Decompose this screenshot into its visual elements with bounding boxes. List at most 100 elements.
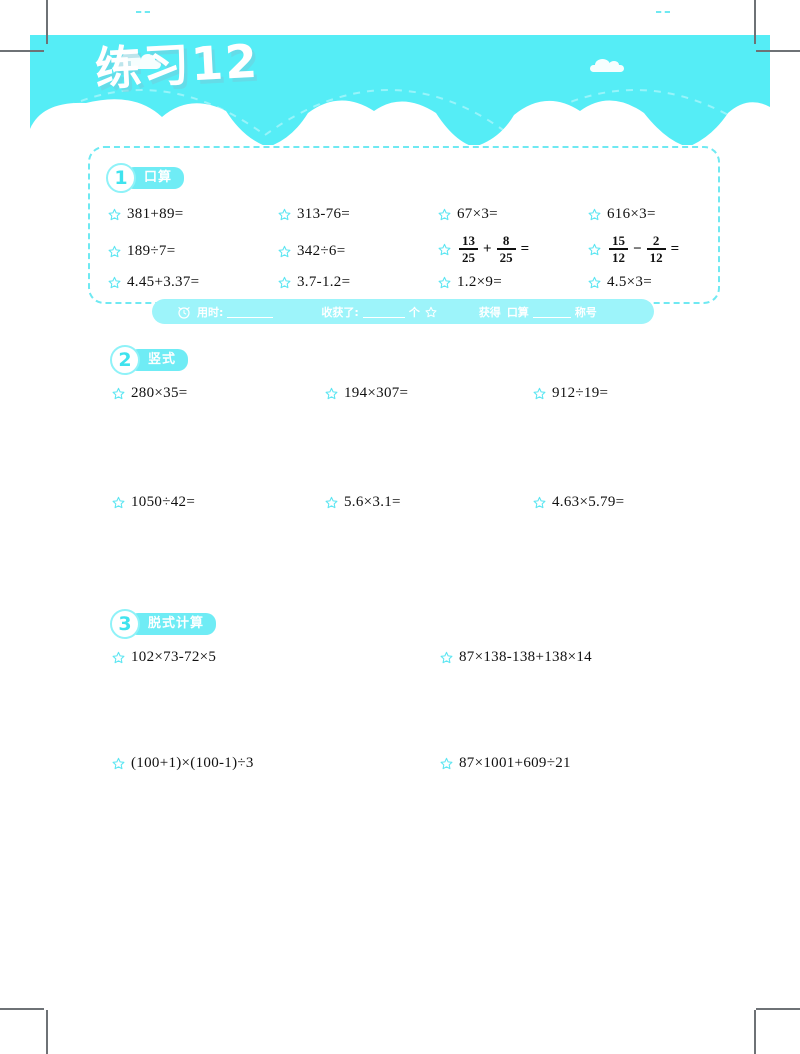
status-award-prefix: 获得 bbox=[478, 305, 501, 319]
status-award-blank[interactable] bbox=[532, 306, 571, 318]
problem-item[interactable]: 87×1001+609÷21 bbox=[440, 755, 571, 772]
problem-item[interactable]: 280×35= bbox=[112, 385, 188, 402]
problem-item[interactable]: 189÷7= bbox=[108, 243, 176, 260]
problem-text: 280×35= bbox=[131, 385, 188, 401]
fraction-bar bbox=[609, 248, 628, 250]
fraction-numerator: 15 bbox=[612, 233, 625, 248]
problem-item[interactable]: 4.5×3= bbox=[588, 274, 652, 291]
page-title: 练习12 bbox=[94, 34, 261, 97]
section-number-3: 3 bbox=[110, 609, 140, 639]
section-label-3: 脱式计算 bbox=[128, 613, 217, 635]
star-icon bbox=[588, 208, 601, 221]
status-gain-unit: 个 bbox=[408, 305, 420, 319]
star-icon bbox=[112, 651, 125, 664]
problem-text: 616×3= bbox=[607, 206, 656, 222]
star-icon bbox=[108, 245, 121, 258]
fraction: 13 25 bbox=[459, 234, 478, 265]
section-label-2: 竖式 bbox=[128, 349, 189, 371]
status-gain-blank[interactable] bbox=[362, 306, 405, 318]
problem-text: 4.45+3.37= bbox=[127, 274, 200, 290]
problem-text: (100+1)×(100-1)÷3 bbox=[131, 755, 254, 771]
status-gain-label: 收获了: bbox=[321, 305, 359, 319]
problem-text: 102×73-72×5 bbox=[131, 649, 217, 665]
fraction: 15 12 bbox=[609, 234, 628, 265]
star-icon bbox=[438, 243, 451, 255]
star-icon bbox=[108, 276, 121, 289]
cloud-scallop-edge bbox=[30, 99, 770, 145]
problem-text: 4.63×5.79= bbox=[552, 494, 625, 510]
operator: − bbox=[633, 240, 642, 257]
star-icon bbox=[438, 276, 451, 289]
star-icon bbox=[425, 306, 437, 317]
crop-mark-bottom-right-horizontal bbox=[756, 1008, 800, 1010]
star-icon bbox=[588, 243, 601, 255]
star-icon bbox=[325, 496, 338, 509]
star-icon bbox=[440, 651, 453, 664]
fraction-numerator: 13 bbox=[462, 233, 475, 248]
problem-item[interactable]: 912÷19= bbox=[533, 385, 608, 402]
star-icon bbox=[112, 387, 125, 400]
section-badge-3: 3 脱式计算 bbox=[110, 609, 217, 639]
crop-mark-top-right-horizontal bbox=[756, 50, 800, 52]
problem-item[interactable]: 102×73-72×5 bbox=[112, 649, 216, 666]
problem-item[interactable]: 4.63×5.79= bbox=[533, 494, 624, 511]
header-banner bbox=[30, 35, 770, 145]
problem-text: 912÷19= bbox=[552, 385, 609, 401]
equals-sign: = bbox=[670, 240, 680, 257]
problem-text: 1050÷42= bbox=[131, 494, 196, 510]
crop-mark-top-right-vertical bbox=[754, 0, 756, 44]
problem-item[interactable]: 67×3= bbox=[438, 206, 498, 223]
fraction-denominator: 25 bbox=[499, 249, 513, 265]
star-icon bbox=[278, 276, 291, 289]
problem-text: 67×3= bbox=[457, 206, 498, 222]
cloud-icon bbox=[590, 59, 624, 72]
fraction-numerator: 2 bbox=[652, 233, 660, 248]
section-badge-2: 2 竖式 bbox=[110, 345, 189, 375]
problem-item[interactable]: 4.45+3.37= bbox=[108, 274, 199, 291]
fraction: 2 12 bbox=[646, 233, 666, 265]
fraction-denominator: 12 bbox=[649, 249, 663, 265]
problem-item[interactable]: 5.6×3.1= bbox=[325, 494, 401, 511]
fraction-bar bbox=[459, 248, 478, 250]
problem-text: 87×1001+609÷21 bbox=[459, 755, 571, 771]
star-icon bbox=[278, 208, 291, 221]
crop-mark-bottom-left-vertical bbox=[46, 1010, 48, 1054]
problem-item[interactable]: 1050÷42= bbox=[112, 494, 195, 511]
problem-item-fraction[interactable]: 13 25 + 8 25 = bbox=[438, 234, 532, 265]
star-icon bbox=[112, 757, 125, 770]
statusbar-right-dash bbox=[656, 11, 670, 13]
star-icon bbox=[440, 757, 453, 770]
problem-text: 313-76= bbox=[297, 206, 351, 222]
fraction-bar bbox=[496, 248, 516, 250]
operator: + bbox=[483, 240, 492, 257]
star-icon bbox=[533, 387, 546, 400]
crop-mark-bottom-right-vertical bbox=[754, 1010, 756, 1054]
equals-sign: = bbox=[520, 240, 530, 257]
problem-text: 87×138-138+138×14 bbox=[459, 649, 592, 665]
problem-item[interactable]: 3.7-1.2= bbox=[278, 274, 350, 291]
problem-item[interactable]: (100+1)×(100-1)÷3 bbox=[112, 755, 254, 772]
fraction: 8 25 bbox=[496, 234, 516, 265]
problem-text: 381+89= bbox=[127, 206, 184, 222]
cloud-icon bbox=[115, 52, 161, 69]
problem-item[interactable]: 87×138-138+138×14 bbox=[440, 649, 592, 666]
status-time-blank[interactable] bbox=[227, 306, 274, 318]
section-label-1: 口算 bbox=[124, 167, 185, 189]
problem-item[interactable]: 342÷6= bbox=[278, 243, 346, 260]
problem-item[interactable]: 616×3= bbox=[588, 206, 656, 223]
star-icon bbox=[325, 387, 338, 400]
problem-text: 5.6×3.1= bbox=[344, 494, 401, 510]
problem-item[interactable]: 381+89= bbox=[108, 206, 184, 223]
crop-mark-top-left-vertical bbox=[46, 0, 48, 44]
problem-item[interactable]: 313-76= bbox=[278, 206, 350, 223]
status-award-suffix: 称号 bbox=[574, 305, 597, 319]
status-time-label: 用时: bbox=[197, 305, 224, 319]
problem-item-fraction[interactable]: 15 12 − 2 12 = bbox=[588, 234, 682, 265]
problem-text: 194×307= bbox=[344, 385, 409, 401]
problem-item[interactable]: 1.2×9= bbox=[438, 274, 502, 291]
star-icon bbox=[533, 496, 546, 509]
status-bar: 用时: 收获了: 个 获得 口算 称号 bbox=[152, 299, 654, 324]
problem-item[interactable]: 194×307= bbox=[325, 385, 408, 402]
crop-mark-top-left-horizontal bbox=[0, 50, 44, 52]
fraction-denominator: 12 bbox=[612, 249, 625, 265]
